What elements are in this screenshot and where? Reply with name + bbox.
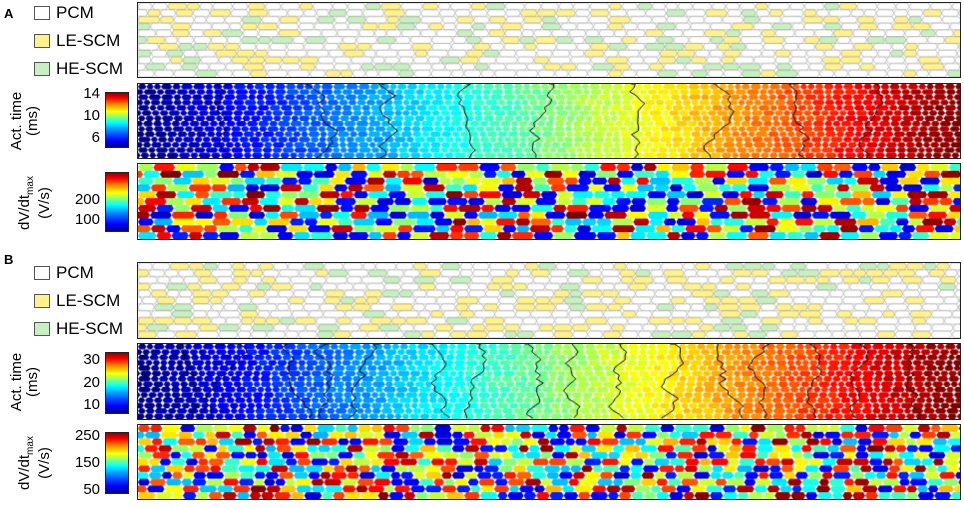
act-time-title-line1: Act. time — [8, 91, 25, 151]
activation-canvas-b — [138, 344, 960, 419]
tick-10: 10 — [83, 396, 100, 413]
tick-100: 100 — [74, 211, 100, 228]
he-scm-swatch — [34, 321, 50, 336]
act-time-colorbar-b — [105, 352, 129, 414]
legend-he-scm-b: HE-SCM — [34, 320, 123, 337]
activation-canvas-a — [138, 84, 960, 158]
dvdt-title-line2: (V/s) — [35, 447, 53, 479]
activation-map-a — [137, 83, 961, 159]
tick-150: 150 — [74, 454, 100, 471]
legend-label-he-scm: HE-SCM — [56, 59, 124, 78]
tick-30: 30 — [83, 351, 100, 368]
he-scm-swatch — [34, 61, 50, 76]
tick-10: 10 — [83, 107, 100, 124]
dvdt-title-sub: max — [25, 176, 36, 195]
dvdt-axis-title-a: dV/dtmax (V/s) — [16, 158, 53, 248]
legend-le-scm-b: LE-SCM — [34, 292, 120, 309]
dvdt-colorbar-b — [105, 432, 129, 494]
dvdt-canvas-b — [138, 425, 960, 499]
tick-14: 14 — [83, 85, 100, 102]
panel-b-letter: B — [4, 252, 14, 267]
tick-250: 250 — [74, 427, 100, 444]
legend-le-scm-a: LE-SCM — [34, 32, 120, 49]
tick-50: 50 — [83, 481, 100, 498]
panel-a-letter: A — [4, 6, 14, 21]
legend-pcm-b: PCM — [34, 264, 94, 281]
pcm-swatch — [34, 265, 50, 280]
dvdt-title-line2: (V/s) — [35, 187, 53, 219]
act-time-title-line2: (ms) — [23, 367, 41, 397]
dvdt-title-main: dV/dt — [16, 454, 33, 490]
le-scm-swatch — [34, 33, 50, 48]
activation-map-b — [137, 343, 961, 420]
tissue-map-a — [137, 2, 961, 78]
dvdt-axis-title-b: dV/dtmax (V/s) — [16, 418, 53, 508]
act-time-title-line2: (ms) — [23, 106, 41, 136]
legend-label-he-scm: HE-SCM — [56, 319, 124, 338]
legend-label-pcm: PCM — [56, 263, 94, 282]
dvdt-title-main: dV/dt — [16, 194, 33, 230]
dvdt-map-b — [137, 424, 961, 500]
le-scm-swatch — [34, 293, 50, 308]
legend-pcm-a: PCM — [34, 4, 94, 21]
legend-label-le-scm: LE-SCM — [56, 31, 121, 50]
tissue-map-b — [137, 262, 961, 339]
dvdt-map-a — [137, 163, 961, 240]
pcm-swatch — [34, 5, 50, 20]
tissue-canvas-b — [138, 263, 960, 338]
act-time-title-line1: Act. time — [8, 352, 25, 412]
legend-he-scm-a: HE-SCM — [34, 60, 123, 77]
legend-label-pcm: PCM — [56, 3, 94, 22]
act-time-colorbar-a — [105, 92, 129, 148]
legend-label-le-scm: LE-SCM — [56, 291, 121, 310]
act-time-axis-title-b: Act. time (ms) — [8, 337, 45, 427]
dvdt-canvas-a — [138, 164, 960, 239]
tick-6: 6 — [91, 129, 100, 146]
tick-20: 20 — [83, 374, 100, 391]
act-time-axis-title-a: Act. time (ms) — [8, 76, 45, 166]
tick-200: 200 — [74, 191, 100, 208]
tissue-canvas-a — [138, 3, 960, 77]
dvdt-colorbar-a — [105, 172, 129, 232]
dvdt-title-sub: max — [25, 436, 36, 455]
